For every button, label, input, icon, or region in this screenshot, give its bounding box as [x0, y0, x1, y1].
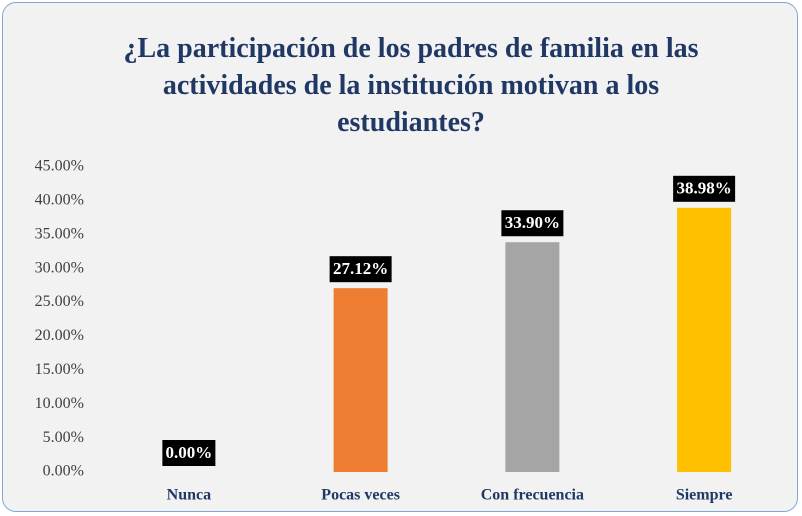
value-label-box	[673, 175, 736, 202]
y-tick-label: 35.00%	[35, 225, 84, 242]
bar	[505, 242, 560, 472]
bar	[333, 288, 388, 472]
value-label-box	[162, 440, 216, 466]
bar	[677, 207, 732, 472]
y-tick-label: 45.00%	[35, 158, 84, 175]
value-label: 27.12%	[333, 259, 388, 278]
x-tick-label: Siempre	[676, 487, 733, 504]
y-tick-label: 10.00%	[35, 395, 84, 412]
value-label-box	[501, 210, 564, 237]
value-label: 33.90%	[505, 213, 560, 232]
x-tick-label: Pocas veces	[321, 487, 400, 504]
y-tick-label: 25.00%	[35, 293, 84, 310]
y-tick-label: 5.00%	[43, 429, 84, 446]
y-tick-label: 0.00%	[43, 463, 84, 480]
chart-title: ¿La participación de los padres de famil…	[123, 33, 699, 138]
value-label-box	[329, 256, 392, 283]
x-tick-label: Nunca	[167, 487, 211, 504]
y-tick-label: 20.00%	[35, 327, 84, 344]
y-tick-label: 40.00%	[35, 192, 84, 209]
value-label: 38.98%	[677, 179, 732, 198]
y-tick-label: 15.00%	[35, 361, 84, 378]
value-label: 0.00%	[166, 443, 213, 462]
y-tick-label: 30.00%	[35, 259, 84, 276]
x-tick-label: Con frecuencia	[481, 487, 584, 504]
